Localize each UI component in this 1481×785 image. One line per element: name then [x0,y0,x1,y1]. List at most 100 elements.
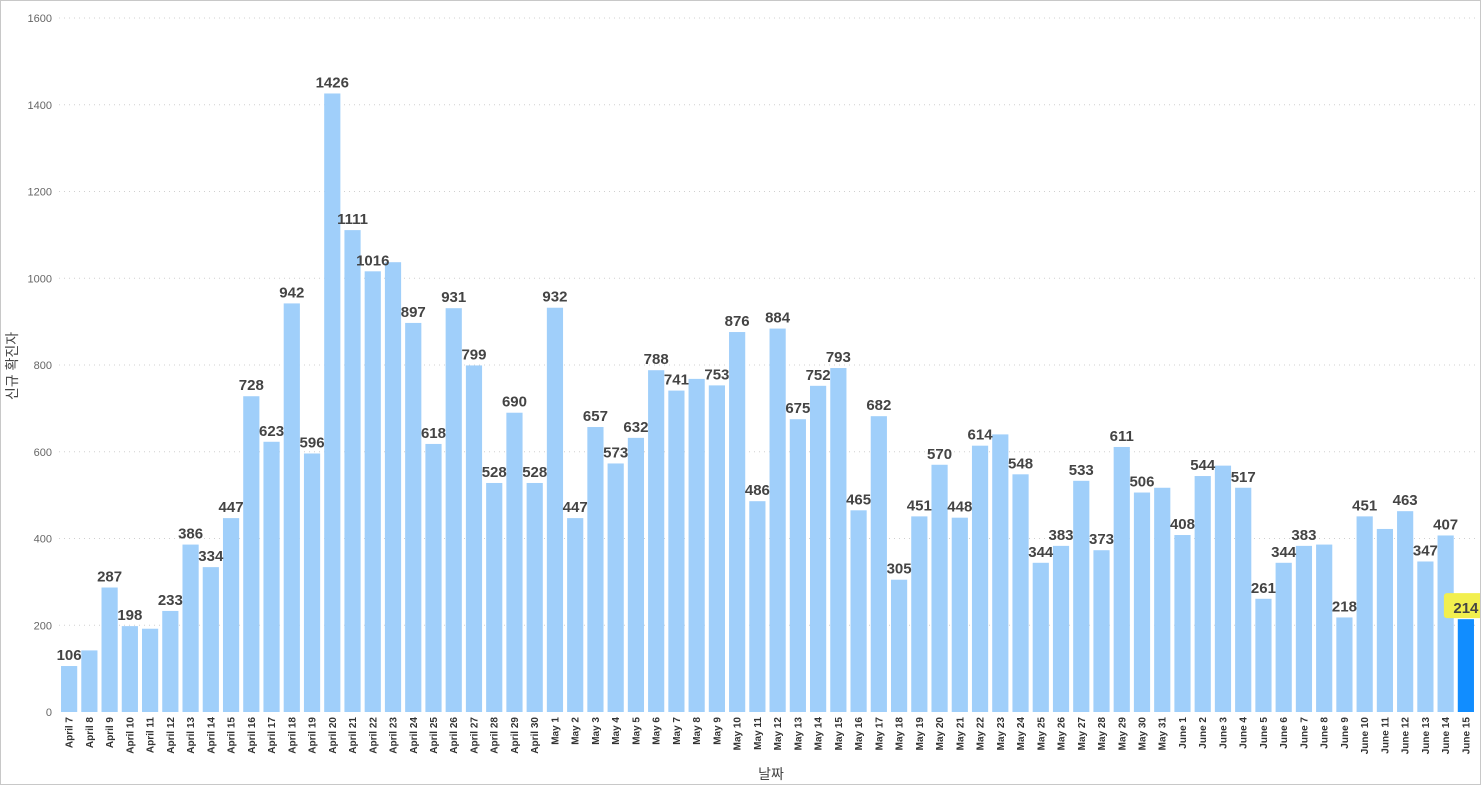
data-label: 373 [1089,531,1114,548]
bar-may-10[interactable] [729,332,746,712]
bar-april-7[interactable] [61,666,78,712]
bar-june-11[interactable] [1376,528,1394,712]
bar-may-20[interactable] [931,464,948,712]
bar-april-15[interactable] [222,518,240,712]
x-tick-label: June 9 [1340,717,1351,749]
bar-april-14[interactable] [202,567,219,712]
bar-may-12[interactable] [769,328,786,712]
bar-may-15[interactable] [830,368,847,712]
bar-may-4[interactable] [607,463,624,712]
data-label: 198 [117,607,142,624]
bar-april-18[interactable] [283,303,300,712]
bar-june-8[interactable] [1316,544,1333,712]
data-label: 753 [704,366,729,383]
x-tick-label: May 22 [976,717,987,751]
bar-june-14[interactable] [1437,535,1454,712]
bars [61,93,1474,712]
bar-april-10[interactable] [121,626,138,712]
bar-june-13[interactable] [1417,561,1434,712]
bar-april-19[interactable] [303,453,321,712]
x-tick-label: May 20 [935,717,946,751]
bar-may-22[interactable] [971,445,989,712]
bar-may-30[interactable] [1133,492,1151,712]
bar-may-18[interactable] [890,579,908,712]
x-tick-label: April 25 [429,717,440,754]
bar-may-29[interactable] [1113,446,1130,712]
x-tick-label: April 28 [490,717,501,754]
data-label: 448 [947,499,972,516]
x-tick-label: April 22 [368,717,379,754]
bar-may-21[interactable] [951,517,968,712]
bar-april-20[interactable] [324,93,341,712]
data-label: 214 [1453,600,1479,617]
bar-may-1[interactable] [546,307,564,712]
bar-april-26[interactable] [445,308,462,712]
bar-june-5[interactable] [1255,598,1272,712]
bar-june-10[interactable] [1356,516,1373,712]
bar-june-3[interactable] [1214,465,1232,712]
data-label: 334 [198,548,224,565]
y-tick-label: 1000 [28,273,52,285]
bar-may-11[interactable] [749,501,766,712]
bar-june-12[interactable] [1397,511,1414,712]
data-label: 623 [259,423,284,440]
bar-june-7[interactable] [1295,545,1313,712]
bar-april-11[interactable] [141,628,159,712]
data-label: 728 [239,377,264,394]
data-label: 517 [1231,469,1256,486]
bar-april-22[interactable] [364,271,381,712]
bar-may-7[interactable] [668,390,685,712]
data-label: 287 [97,569,122,586]
bar-april-24[interactable] [405,322,422,712]
bar-april-27[interactable] [465,365,483,712]
bar-may-19[interactable] [911,516,928,712]
bar-april-29[interactable] [506,412,523,712]
bar-may-6[interactable] [648,370,665,712]
bar-may-28[interactable] [1093,550,1110,712]
bar-may-16[interactable] [850,510,867,712]
bar-june-9[interactable] [1336,617,1353,712]
data-label: 657 [583,408,608,425]
data-label: 548 [1008,455,1033,472]
bar-april-12[interactable] [162,610,179,712]
bar-april-13[interactable] [182,544,199,712]
bar-april-17[interactable] [263,441,280,712]
bar-june-15[interactable] [1457,619,1474,712]
bar-april-30[interactable] [526,482,543,712]
bar-june-1[interactable] [1174,535,1191,712]
x-tick-label: June 7 [1299,717,1310,749]
bar-april-25[interactable] [425,443,442,712]
bar-may-3[interactable] [587,427,604,712]
bar-may-23[interactable] [992,434,1009,712]
bar-april-16[interactable] [243,396,260,712]
bar-may-24[interactable] [1012,474,1029,712]
bar-june-6[interactable] [1275,562,1292,712]
bar-april-23[interactable] [384,262,402,712]
bar-april-9[interactable] [101,587,118,712]
bar-may-17[interactable] [870,416,887,712]
x-tick-label: April 19 [308,717,319,754]
bar-april-8[interactable] [81,650,98,712]
bar-may-5[interactable] [627,437,645,712]
bar-may-14[interactable] [810,385,827,712]
y-tick-label: 0 [46,707,52,719]
bar-may-27[interactable] [1073,480,1090,712]
data-label: 942 [279,284,304,301]
bar-may-31[interactable] [1154,487,1171,712]
data-label: 218 [1332,598,1357,615]
bar-may-26[interactable] [1052,545,1070,712]
x-tick-label: May 15 [834,717,845,751]
data-label: 931 [441,289,466,306]
bar-april-28[interactable] [486,482,503,712]
data-label: 690 [502,394,527,411]
bar-may-25[interactable] [1032,562,1049,712]
x-tick-label: April 13 [186,717,197,754]
bar-may-13[interactable] [789,419,806,712]
bar-may-2[interactable] [567,518,584,712]
bar-april-21[interactable] [344,230,361,712]
bar-june-2[interactable] [1194,476,1211,712]
bar-may-9[interactable] [708,385,725,712]
bar-june-4[interactable] [1235,487,1252,712]
bar-may-8[interactable] [688,378,705,712]
